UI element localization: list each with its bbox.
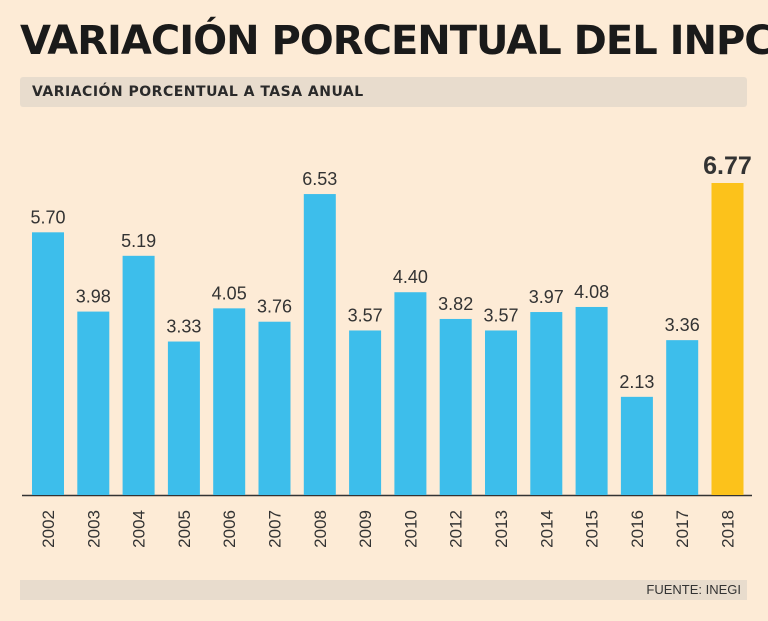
tick-label-2006: 2006 — [220, 510, 239, 548]
bar-2006 — [213, 308, 246, 495]
data-label-2004: 5.19 — [121, 231, 156, 251]
data-label-2003: 3.98 — [76, 287, 111, 307]
tick-label-2018: 2018 — [719, 510, 738, 548]
bar-2016 — [620, 396, 653, 495]
chart-subtitle: VARIACIÓN PORCENTUAL A TASA ANUAL — [32, 84, 364, 100]
tick-label-2002: 2002 — [39, 510, 58, 548]
bar-chart: 5.70 2002 3.98 2003 5.19 2004 3.33 2005 4.05 2006… — [22, 152, 752, 548]
data-label-2017: 3.36 — [665, 315, 700, 335]
tick-label-2012: 2012 — [447, 510, 466, 548]
data-label-2013: 3.57 — [483, 305, 518, 325]
tick-label-2004: 2004 — [130, 510, 149, 548]
tick-label-2013: 2013 — [492, 510, 511, 548]
tick-label-2014: 2014 — [537, 510, 556, 548]
bar-2005 — [167, 341, 200, 495]
data-label-2006: 4.05 — [212, 283, 247, 303]
data-label-2016: 2.13 — [619, 372, 654, 392]
source-bar: FUENTE: INEGI — [20, 580, 747, 600]
chart-title: VARIACIÓN PORCENTUAL DEL INPC — [20, 18, 768, 64]
bar-2008 — [303, 194, 336, 496]
bar-2017 — [666, 340, 699, 495]
data-label-2007: 3.76 — [257, 297, 292, 317]
bar-2004 — [122, 255, 155, 495]
tick-label-2003: 2003 — [84, 510, 103, 548]
tick-label-2009: 2009 — [356, 510, 375, 548]
tick-label-2008: 2008 — [311, 510, 330, 548]
data-label-2014: 3.97 — [529, 287, 564, 307]
bar-2002 — [32, 232, 64, 495]
bar-2018 — [711, 183, 744, 495]
data-label-2010: 4.40 — [393, 267, 428, 287]
bar-2013 — [485, 330, 517, 495]
data-label-2015: 4.08 — [574, 282, 609, 302]
tick-label-2015: 2015 — [583, 510, 602, 548]
data-label-2018: 6.77 — [703, 152, 752, 180]
subtitle-bar: VARIACIÓN PORCENTUAL A TASA ANUAL — [20, 77, 747, 107]
data-label-2008: 6.53 — [302, 169, 337, 189]
tick-label-2005: 2005 — [175, 510, 194, 548]
tick-label-2016: 2016 — [628, 510, 647, 548]
bar-2015 — [575, 306, 608, 495]
tick-label-2010: 2010 — [401, 510, 420, 548]
bar-2003 — [77, 311, 110, 495]
data-label-2012: 3.82 — [438, 294, 473, 314]
data-label-2005: 3.33 — [166, 317, 201, 337]
data-label-2002: 5.70 — [30, 207, 65, 227]
source-note: FUENTE: INEGI — [646, 582, 741, 597]
data-label-2009: 3.57 — [348, 305, 383, 325]
bar-2012 — [439, 318, 472, 495]
tick-label-2017: 2017 — [673, 510, 692, 548]
bar-2010 — [394, 292, 427, 495]
tick-label-2007: 2007 — [266, 510, 285, 548]
bar-2009 — [349, 330, 382, 495]
bar-2007 — [258, 321, 291, 495]
bar-2014 — [530, 312, 563, 495]
